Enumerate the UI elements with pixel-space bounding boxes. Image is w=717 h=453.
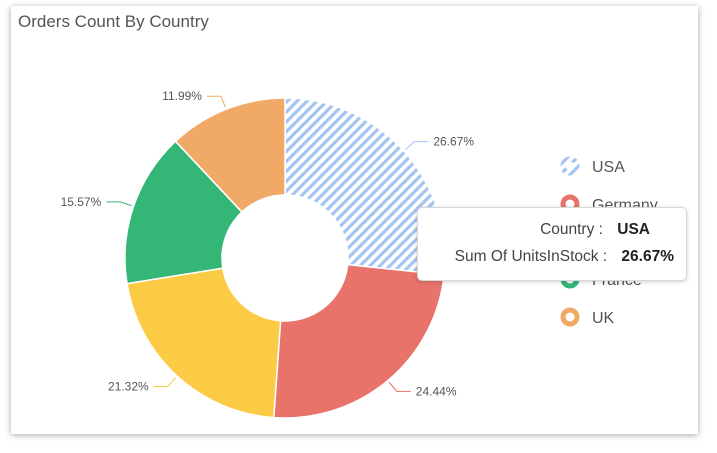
leader-line-usa bbox=[405, 141, 429, 150]
slice-france[interactable] bbox=[124, 140, 243, 285]
tooltip-units-label: Sum Of UnitsInStock : bbox=[454, 248, 608, 265]
slice-uk[interactable] bbox=[174, 97, 286, 214]
data-label-france: 15.57% bbox=[61, 195, 102, 209]
legend-item-usa[interactable]: USA bbox=[560, 156, 625, 176]
leader-line-series-3 bbox=[153, 377, 177, 388]
data-label-germany: 24.44% bbox=[416, 384, 457, 398]
tooltip-units-value: 26.67% bbox=[621, 248, 674, 265]
data-label-series-3: 21.32% bbox=[108, 380, 149, 394]
legend-marker-usa bbox=[560, 156, 580, 176]
tooltip-country-label: Country : bbox=[540, 221, 603, 238]
legend-item-uk[interactable]: UK bbox=[560, 307, 615, 327]
leader-line-germany bbox=[388, 381, 411, 392]
leader-line-france bbox=[106, 201, 132, 207]
data-label-uk: 11.99% bbox=[162, 89, 202, 103]
chart-tooltip: Country : USA Sum Of UnitsInStock : 26.6… bbox=[417, 207, 687, 281]
tooltip-row-country: Country : USA bbox=[540, 221, 650, 239]
chart-title: Orders Count By Country bbox=[18, 12, 209, 31]
slice-series-3[interactable] bbox=[126, 267, 282, 419]
legend-label-uk: UK bbox=[592, 310, 615, 327]
legend-marker-uk bbox=[560, 307, 580, 327]
data-label-usa: 26.67% bbox=[433, 135, 474, 149]
tooltip-row-units: Sum Of UnitsInStock : 26.67% bbox=[455, 248, 674, 266]
slice-germany[interactable] bbox=[272, 263, 445, 419]
legend-label-usa: USA bbox=[592, 159, 625, 176]
tooltip-country-value: USA bbox=[617, 221, 650, 238]
leader-line-uk bbox=[206, 95, 226, 108]
